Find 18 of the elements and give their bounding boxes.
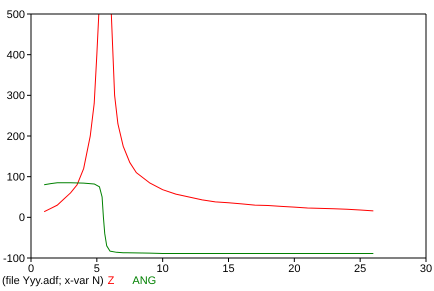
x-tick-label: 0 bbox=[28, 262, 34, 275]
line-series bbox=[44, 182, 374, 254]
y-tick-label: 300 bbox=[6, 90, 25, 102]
x-tick-label: 20 bbox=[288, 262, 300, 275]
x-tick-label: 10 bbox=[156, 262, 169, 275]
y-tick-label: -100 bbox=[2, 252, 25, 265]
series-label: ANG bbox=[132, 275, 156, 287]
y-tick-label: 400 bbox=[6, 50, 25, 62]
y-tick-label: 200 bbox=[6, 130, 25, 143]
x-tick-label: 30 bbox=[420, 262, 432, 275]
x-tick-label: 25 bbox=[354, 262, 366, 275]
y-tick-label: 500 bbox=[6, 8, 25, 21]
x-tick-label: 15 bbox=[222, 262, 235, 275]
text: (file Yyy.adf; x-var N) bbox=[2, 275, 104, 287]
y-tick-label: 0 bbox=[18, 212, 25, 224]
y-tick-label: 100 bbox=[6, 172, 25, 184]
text: Z bbox=[108, 275, 114, 287]
x-tick-label: 5 bbox=[94, 262, 100, 275]
